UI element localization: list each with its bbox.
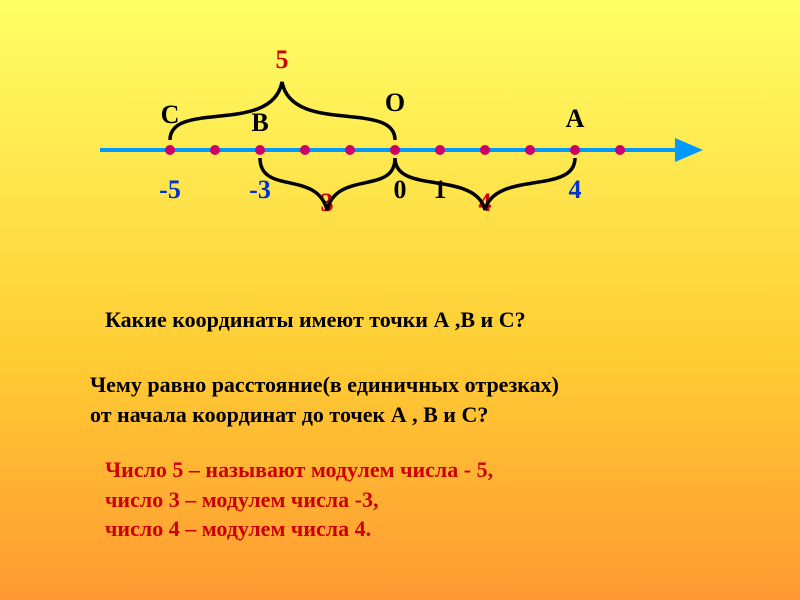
brace-bottom-right bbox=[395, 158, 575, 210]
diagram-canvas: C B O A -5 -3 0 1 4 5 3 4 Какие координа… bbox=[0, 0, 800, 600]
statement-3-line3: число 4 – модулем числа 4. bbox=[105, 516, 371, 541]
brace-bottom-left bbox=[260, 158, 395, 210]
brace-top bbox=[170, 82, 395, 140]
question-2: Чему равно расстояние(в единичных отрезк… bbox=[90, 370, 730, 429]
question-2-line2: от начала координат до точек А , В и С? bbox=[90, 402, 488, 427]
braces-svg bbox=[0, 0, 800, 260]
question-2-line1: Чему равно расстояние(в единичных отрезк… bbox=[90, 372, 559, 397]
question-1: Какие координаты имеют точки А ,В и С? bbox=[105, 305, 705, 335]
statement-3: Число 5 – называют модулем числа - 5, чи… bbox=[105, 455, 705, 544]
statement-3-line1: Число 5 – называют модулем числа - 5, bbox=[105, 457, 493, 482]
statement-3-line2: число 3 – модулем числа -3, bbox=[105, 487, 378, 512]
